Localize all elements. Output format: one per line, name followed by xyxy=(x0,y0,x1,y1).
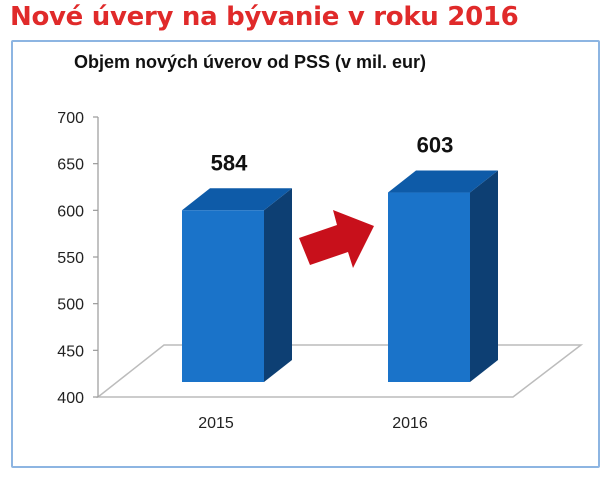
y-ticks: 400 450 500 550 600 650 700 xyxy=(57,110,98,407)
y-tick-label: 600 xyxy=(57,203,84,220)
bar xyxy=(182,188,292,382)
x-category-label: 2016 xyxy=(392,415,428,432)
bars xyxy=(182,170,498,382)
chart-title: Objem nových úverov od PSS (v mil. eur) xyxy=(73,52,427,72)
bar-side xyxy=(264,188,292,382)
y-tick-label: 400 xyxy=(57,390,84,407)
bar-front xyxy=(182,210,264,382)
y-tick-label: 650 xyxy=(57,157,84,174)
floor-plane xyxy=(95,344,584,398)
bar-top xyxy=(182,188,292,211)
bar xyxy=(388,170,498,382)
arrow-shape xyxy=(299,210,374,268)
bar-side xyxy=(470,170,498,382)
category-labels: 2015 2016 xyxy=(198,415,428,432)
data-label: 603 xyxy=(417,133,454,158)
x-category-label: 2015 xyxy=(198,415,234,432)
y-tick-label: 500 xyxy=(57,297,84,314)
y-tick-label: 700 xyxy=(57,110,84,127)
data-labels: 584 603 xyxy=(211,133,454,176)
data-label: 584 xyxy=(211,150,248,175)
y-tick-label: 550 xyxy=(57,250,84,267)
headline: Nové úvery na bývanie v roku 2016 xyxy=(10,2,519,32)
bar-front xyxy=(388,192,470,382)
y-tick-label: 450 xyxy=(57,343,84,360)
chart-frame xyxy=(11,40,600,468)
bar-top xyxy=(388,170,498,193)
growth-arrow xyxy=(299,210,374,268)
floor-plane-shape xyxy=(95,344,584,398)
